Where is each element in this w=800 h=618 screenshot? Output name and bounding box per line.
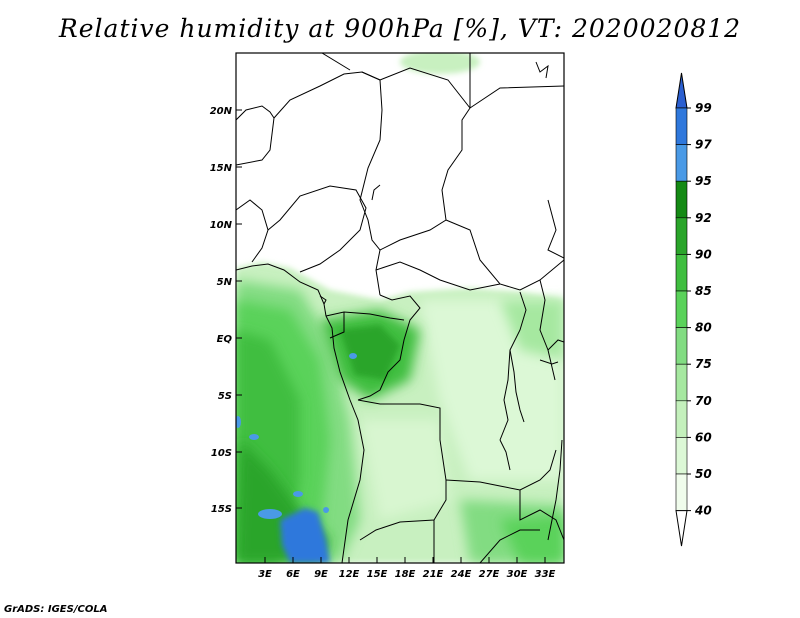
- colorbar-swatch: [675, 400, 688, 438]
- colorbar-label: 90: [695, 247, 712, 261]
- lon-label: 21E: [423, 569, 444, 580]
- colorbar-label: 80: [695, 321, 712, 335]
- colorbar-label: 50: [695, 467, 712, 481]
- lon-label: 12E: [339, 569, 360, 580]
- chart-title: Relative humidity at 900hPa [%], VT: 202…: [58, 14, 742, 43]
- map-frame: [235, 52, 565, 564]
- colorbar-swatch: [675, 437, 688, 475]
- lat-label: 5S: [218, 391, 232, 402]
- colorbar-legend: 99 97 95 92 90 85 80 75 70 60 50 40: [675, 72, 712, 547]
- lon-label: 27E: [479, 569, 500, 580]
- colorbar-swatch: [675, 290, 688, 328]
- colorbar-label: 92: [695, 211, 712, 225]
- lat-label: 10N: [210, 220, 233, 231]
- lon-label: 30E: [507, 569, 528, 580]
- latitude-axis: 20N 15N 10N 5N EQ 5S 10S 15S: [210, 106, 242, 515]
- lat-label: 15N: [210, 163, 233, 174]
- lon-label: 6E: [286, 569, 300, 580]
- lon-label: 18E: [395, 569, 416, 580]
- lon-label: 24E: [451, 569, 472, 580]
- map-boundaries: [236, 53, 564, 563]
- lon-label: 33E: [535, 569, 556, 580]
- colorbar-swatch: [675, 180, 688, 219]
- colorbar-label: 70: [695, 394, 712, 408]
- lat-label: 10S: [211, 448, 232, 459]
- humidity-field: [236, 53, 564, 563]
- lat-label: EQ: [217, 334, 233, 345]
- colorbar-bottom-arrow: [675, 510, 688, 547]
- colorbar-label: 75: [695, 357, 712, 371]
- colorbar-swatch: [675, 217, 688, 255]
- lat-label: 15S: [211, 504, 232, 515]
- colorbar-swatch: [675, 363, 688, 402]
- colorbar-label: 85: [695, 284, 712, 298]
- lon-label: 9E: [314, 569, 328, 580]
- colorbar-label: 97: [695, 138, 712, 152]
- longitude-axis: 3E 6E 9E 12E 15E 18E 21E 24E 27E 30E 33E: [258, 557, 556, 580]
- colorbar-swatch: [675, 473, 688, 511]
- colorbar-label: 60: [695, 430, 712, 444]
- colorbar-swatch: [675, 144, 688, 182]
- colorbar-swatch: [675, 327, 688, 365]
- colorbar-swatch: [675, 107, 688, 145]
- lon-label: 3E: [258, 569, 272, 580]
- colorbar-label: 40: [694, 504, 712, 518]
- lat-label: 20N: [210, 106, 233, 117]
- colorbar-label: 99: [695, 101, 712, 115]
- lat-label: 5N: [217, 277, 233, 288]
- grads-credit: GrADS: IGES/COLA: [4, 604, 108, 615]
- lon-label: 15E: [367, 569, 388, 580]
- colorbar-swatch: [675, 254, 688, 292]
- colorbar-top-arrow: [675, 72, 688, 109]
- colorbar-label: 95: [695, 174, 712, 188]
